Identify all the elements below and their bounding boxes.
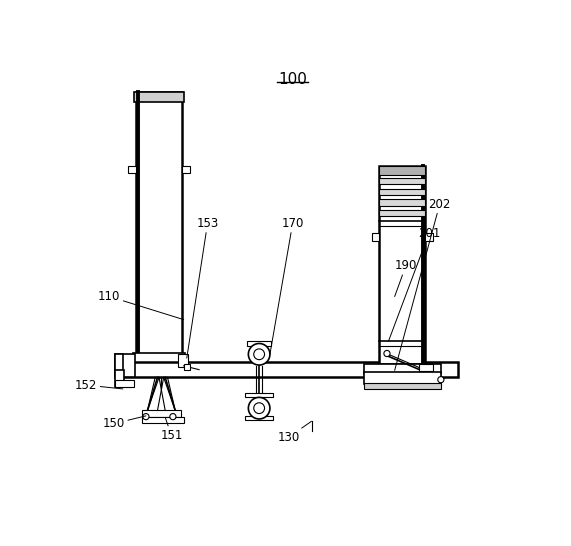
Text: 153: 153	[187, 217, 219, 358]
Text: 201: 201	[388, 227, 440, 341]
Bar	[182, 165, 190, 173]
Bar	[133, 353, 185, 364]
Text: 130: 130	[278, 422, 312, 444]
Bar	[134, 92, 184, 102]
Bar	[115, 362, 458, 377]
Bar	[364, 372, 441, 383]
Bar	[142, 417, 184, 423]
Bar	[379, 189, 425, 195]
Bar	[115, 379, 134, 387]
Bar	[184, 364, 190, 370]
Bar	[372, 233, 379, 241]
Text: 150: 150	[103, 416, 146, 430]
Text: 110: 110	[98, 290, 184, 319]
Bar	[178, 354, 187, 366]
Circle shape	[254, 403, 264, 413]
Text: 151: 151	[160, 417, 183, 442]
Bar	[364, 364, 441, 373]
Circle shape	[248, 343, 270, 365]
Bar	[379, 199, 425, 206]
Bar	[379, 165, 425, 175]
Bar	[246, 416, 273, 420]
Text: 170: 170	[270, 217, 304, 354]
Bar	[247, 341, 271, 346]
Bar	[115, 370, 124, 387]
Text: 202: 202	[395, 198, 451, 370]
Circle shape	[438, 377, 444, 383]
Bar	[142, 411, 180, 417]
Circle shape	[170, 413, 176, 420]
Circle shape	[143, 413, 149, 420]
Circle shape	[254, 349, 264, 360]
Text: 190: 190	[395, 259, 417, 296]
Bar	[115, 354, 123, 377]
Bar	[379, 178, 425, 184]
Bar	[425, 233, 433, 241]
Bar	[246, 393, 273, 396]
Circle shape	[248, 397, 270, 419]
Bar	[419, 364, 433, 371]
Bar	[136, 92, 182, 364]
Bar	[379, 165, 425, 364]
Bar	[364, 383, 441, 389]
Bar	[379, 210, 425, 216]
Bar	[115, 354, 135, 377]
Text: 100: 100	[278, 72, 307, 87]
Circle shape	[384, 351, 390, 357]
Text: 152: 152	[75, 378, 123, 391]
Bar	[128, 165, 136, 173]
